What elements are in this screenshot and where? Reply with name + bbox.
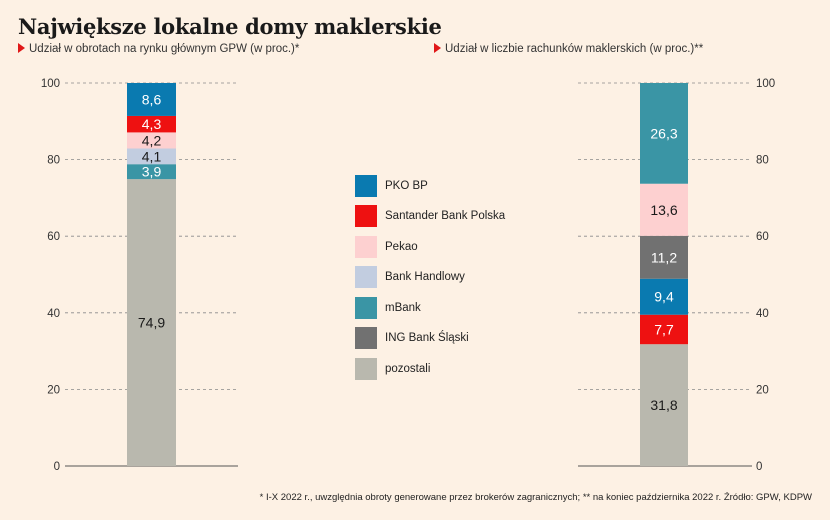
legend-label: mBank [385,302,421,314]
data-label: 3,9 [142,164,162,180]
data-label: 74,9 [138,315,165,331]
bar-segment [640,344,688,466]
footnote: * I-X 2022 r., uwzględnia obroty generow… [259,492,812,503]
legend-swatch [355,205,377,227]
bar-segment [127,179,176,466]
y-tick-label: 0 [756,461,762,473]
data-label: 4,1 [142,148,162,164]
subtitle-left: Udział w obrotach na rynku głównym GPW (… [18,43,299,55]
data-label: 31,8 [650,397,677,413]
y-tick-label: 20 [47,384,60,396]
triangle-marker-icon [18,43,25,53]
data-label: 4,2 [142,132,162,148]
chart-right: 0 20 40 60 80 100 31,8 7,7 9,4 11,2 13,6 26,3 [578,78,775,473]
legend-swatch [355,175,377,197]
y-tick-label: 0 [54,461,60,473]
legend-label: Santander Bank Polska [385,210,506,222]
legend-swatch [355,327,377,349]
y-tick-label: 100 [41,78,60,90]
bar-segment [640,278,688,315]
legend-item: PKO BP [355,175,428,197]
subtitle-left-text: Udział w obrotach na rynku głównym GPW (… [29,43,300,55]
legend-label: pozostali [385,363,431,375]
bar-segment [640,235,688,279]
legend-label: PKO BP [385,180,428,192]
legend-item: mBank [355,297,421,319]
bar-segment [127,115,176,133]
legend-swatch [355,358,377,380]
chart-left: 0 20 40 60 80 100 74,9 3,94,14,24,3 8,6 [41,78,238,473]
legend-item: Santander Bank Polska [355,205,505,227]
legend-item: Pekao [355,236,418,258]
legend-label: Pekao [385,241,418,253]
data-label: 7,7 [654,321,674,337]
legend-label: ING Bank Śląski [385,332,469,344]
legend-item: ING Bank Śląski [355,327,469,349]
y-tick-label: 40 [756,308,769,320]
bar-segment [127,164,176,180]
bar-segment [127,83,176,116]
legend-item: Bank Handlowy [355,266,465,288]
bar-segment [640,314,688,345]
data-label: 9,4 [654,289,674,305]
legend-swatch [355,266,377,288]
subtitle-right-text: Udział w liczbie rachunków maklerskich (… [445,43,704,55]
y-tick-label: 60 [756,231,769,243]
data-label: 11,2 [651,249,677,265]
data-label: 8,6 [142,91,162,107]
data-label: 4,3 [142,116,162,132]
data-label: 13,6 [650,202,677,218]
legend-swatch [355,297,377,319]
y-tick-label: 80 [47,155,60,167]
y-tick-label: 20 [756,384,769,396]
bar-segment [640,83,688,184]
bar-segment [640,183,688,236]
triangle-marker-icon [434,43,441,53]
subtitle-right: Udział w liczbie rachunków maklerskich (… [434,43,703,55]
legend-swatch [355,236,377,258]
bar-segment [127,132,176,149]
y-tick-label: 80 [756,155,769,167]
y-tick-label: 100 [756,78,775,90]
data-label: 26,3 [650,125,677,141]
legend-label: Bank Handlowy [385,271,465,283]
bar-segment [127,148,176,165]
chart-title: Największe lokalne domy maklerskie [18,14,442,39]
y-tick-label: 60 [47,231,60,243]
y-tick-label: 40 [47,308,60,320]
legend-item: pozostali [355,358,430,380]
